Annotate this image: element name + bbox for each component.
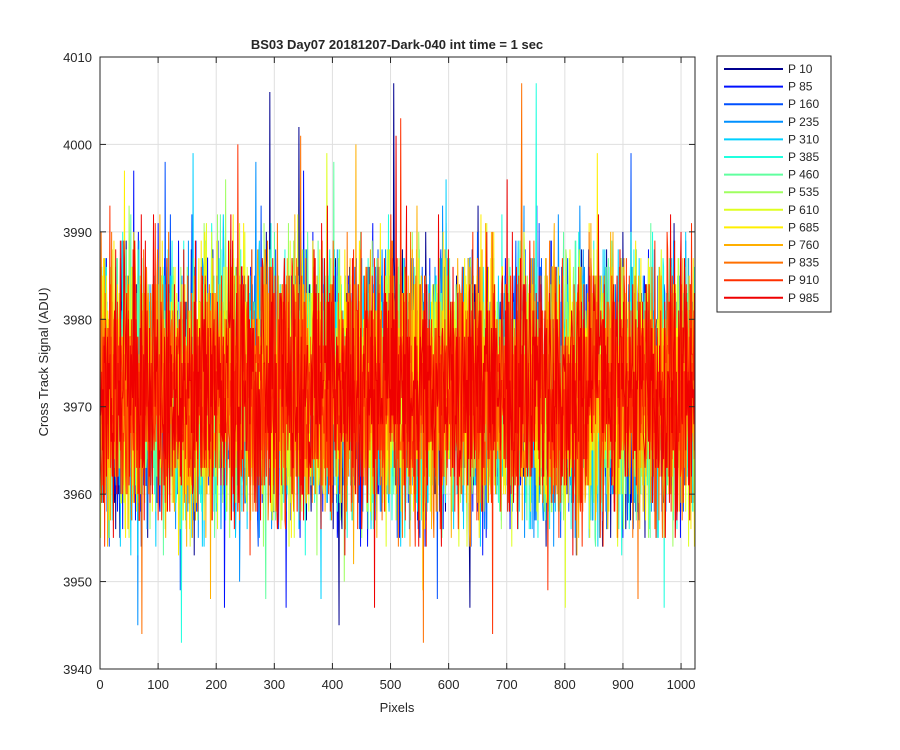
y-tick-label: 3970 xyxy=(63,400,92,415)
x-tick-label: 0 xyxy=(96,677,103,692)
legend-box xyxy=(716,55,832,313)
legend-entry: P 535 xyxy=(788,185,819,199)
y-tick-label: 3950 xyxy=(63,575,92,590)
series-line-p-985 xyxy=(100,135,695,608)
legend-entry: P 835 xyxy=(788,256,819,270)
x-tick-label: 500 xyxy=(380,677,402,692)
x-tick-label: 300 xyxy=(263,677,285,692)
y-tick-label: 3960 xyxy=(63,487,92,502)
legend-entry: P 685 xyxy=(788,220,819,234)
legend-entry: P 10 xyxy=(788,62,813,76)
legend-entry: P 910 xyxy=(788,273,819,287)
x-tick-label: 100 xyxy=(147,677,169,692)
x-tick-label: 800 xyxy=(554,677,576,692)
y-tick-label: 4000 xyxy=(63,137,92,152)
legend-entry: P 235 xyxy=(788,115,819,129)
legend: P 10 P 85 P 160 P 235 P 310 P 385 P 460 P 535 P … xyxy=(716,55,832,313)
legend-entry: P 85 xyxy=(788,80,813,94)
y-tick-label: 3990 xyxy=(63,225,92,240)
legend-entry: P 610 xyxy=(788,203,819,217)
x-tick-label: 200 xyxy=(205,677,227,692)
legend-entry: P 460 xyxy=(788,168,819,182)
axes-box xyxy=(99,56,696,670)
chart-title: BS03 Day07 20181207-Dark-040 int time = … xyxy=(251,37,543,52)
x-tick-label: 400 xyxy=(322,677,344,692)
ticks: 0 100 200 300 400 500 600 700 800 900 1000 3940 3950… xyxy=(63,50,695,692)
x-axis-label: Pixels xyxy=(380,700,415,715)
y-tick-label: 4010 xyxy=(63,50,92,65)
legend-entry: P 385 xyxy=(788,150,819,164)
series-layer xyxy=(100,83,695,643)
legend-entry: P 985 xyxy=(788,291,819,305)
x-tick-label: 600 xyxy=(438,677,460,692)
legend-entry: P 760 xyxy=(788,238,819,252)
y-axis-label: Cross Track Signal (ADU) xyxy=(36,288,51,437)
x-tick-label: 900 xyxy=(612,677,634,692)
plot-area: 0 100 200 300 400 500 600 700 800 900 1000 3940 3950… xyxy=(63,50,695,692)
y-tick-label: 3940 xyxy=(63,662,92,677)
y-tick-label: 3980 xyxy=(63,312,92,327)
legend-entry: P 310 xyxy=(788,132,819,146)
x-tick-label: 1000 xyxy=(667,677,696,692)
legend-entry: P 160 xyxy=(788,97,819,111)
x-tick-label: 700 xyxy=(496,677,518,692)
